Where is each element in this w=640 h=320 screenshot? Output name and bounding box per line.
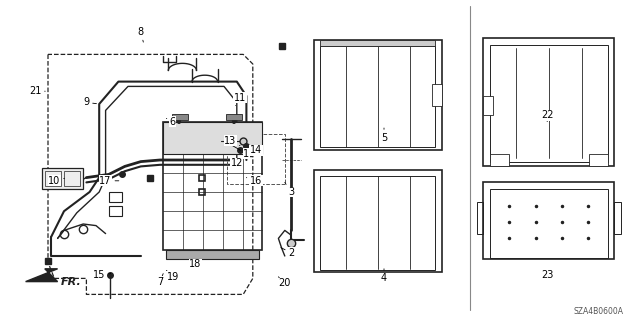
Text: 13: 13 <box>224 136 240 146</box>
Text: 14: 14 <box>250 145 262 156</box>
Text: 8: 8 <box>138 27 144 42</box>
Text: 12: 12 <box>230 158 243 168</box>
Polygon shape <box>26 269 58 282</box>
Bar <box>109 206 122 216</box>
Text: 2: 2 <box>281 248 294 258</box>
Bar <box>314 40 442 150</box>
Text: 15: 15 <box>93 270 111 280</box>
Bar <box>314 170 442 272</box>
Text: FR.: FR. <box>61 276 81 287</box>
Text: 4: 4 <box>381 269 387 284</box>
Bar <box>320 40 435 46</box>
Bar <box>320 176 435 270</box>
Bar <box>45 171 61 186</box>
Bar <box>490 189 608 258</box>
Bar <box>109 192 122 202</box>
Bar <box>42 168 83 189</box>
Bar <box>490 154 509 166</box>
Text: 18: 18 <box>189 259 202 269</box>
Bar <box>432 84 442 106</box>
Bar <box>589 154 608 166</box>
Bar <box>477 202 483 234</box>
Bar <box>166 250 259 259</box>
Text: 7: 7 <box>157 274 163 287</box>
Bar <box>226 114 242 120</box>
Text: 5: 5 <box>381 128 387 143</box>
Text: 23: 23 <box>541 270 554 280</box>
Text: SZA4B0600A: SZA4B0600A <box>574 307 624 316</box>
Bar <box>483 96 493 115</box>
Bar <box>320 46 435 147</box>
Text: 20: 20 <box>278 277 291 288</box>
Text: 11: 11 <box>234 92 246 106</box>
Bar <box>163 122 262 154</box>
Text: 19: 19 <box>166 270 179 282</box>
Text: 3: 3 <box>285 182 294 197</box>
Bar <box>490 45 608 162</box>
Text: 6: 6 <box>166 116 176 127</box>
Bar <box>483 182 614 259</box>
Text: 10: 10 <box>48 176 65 186</box>
Text: 21: 21 <box>29 86 45 96</box>
Bar <box>64 171 80 186</box>
Text: 1: 1 <box>227 142 250 159</box>
Bar <box>614 202 621 234</box>
Text: 17: 17 <box>99 176 119 186</box>
Bar <box>172 114 188 120</box>
Bar <box>163 122 262 250</box>
Bar <box>227 134 285 184</box>
Text: 22: 22 <box>541 110 554 122</box>
Text: 16: 16 <box>246 176 262 186</box>
Text: 9: 9 <box>83 97 97 108</box>
Bar <box>483 38 614 166</box>
